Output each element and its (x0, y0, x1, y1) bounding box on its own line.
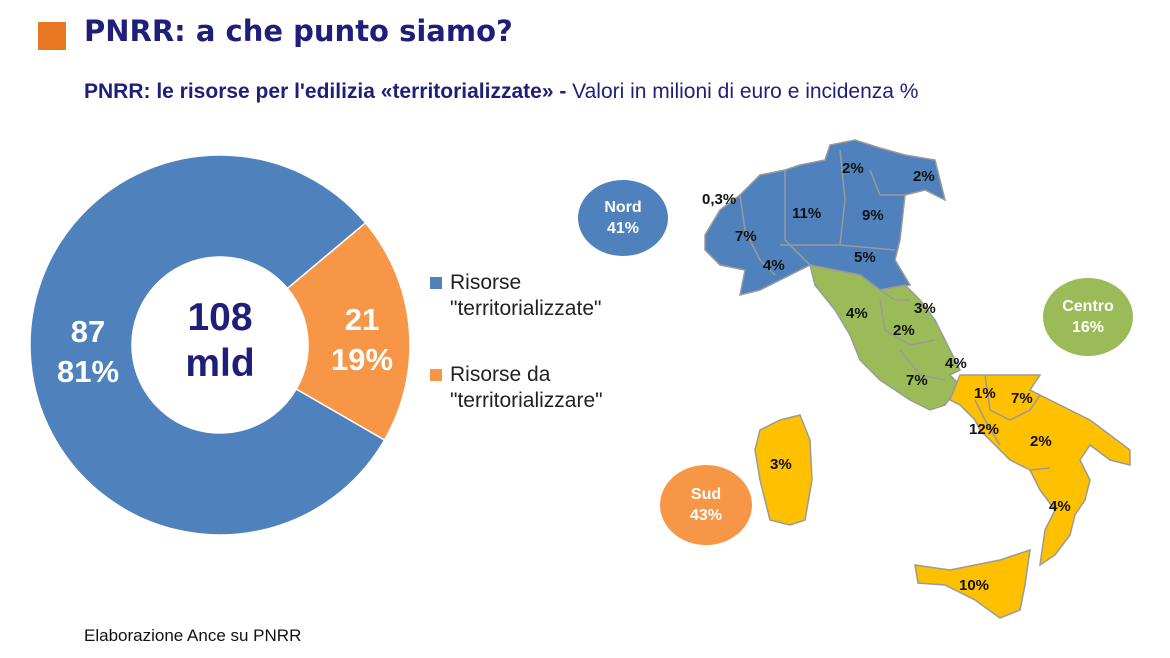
region-label: 4% (846, 305, 868, 322)
region-label: 4% (945, 355, 967, 372)
region-label: 12% (969, 421, 1000, 438)
blue-slice-percent: 81% (56, 354, 120, 389)
donut-chart (29, 154, 411, 536)
subtitle-rest: Valori in milioni di euro e incidenza % (566, 80, 919, 103)
region-label: 2% (913, 168, 935, 185)
orange-slice-value: 21 (344, 302, 380, 337)
bubble-name: Nord (604, 199, 642, 216)
orange-slice-label: 21 19% (322, 300, 402, 380)
blue-slice-value: 87 (70, 314, 106, 349)
region-label: 4% (1049, 498, 1071, 515)
region-label: 7% (735, 228, 757, 245)
region-label: 0,3% (702, 191, 737, 208)
region-label: 1% (974, 385, 996, 402)
legend-entry-da-territorializzare: Risorse da "territorializzare" (430, 362, 603, 414)
donut-slice-territorializzate (29, 154, 386, 536)
legend-text: Risorse (450, 271, 522, 294)
region-label: 3% (770, 456, 792, 473)
region-label: 11% (792, 205, 822, 222)
region-label: 7% (1011, 390, 1033, 407)
page-title: PNRR: a che punto siamo? (84, 14, 513, 48)
bubble-sud: Sud 43% (660, 465, 752, 545)
map-sardegna (754, 414, 813, 526)
bubble-name: Sud (690, 486, 722, 503)
bubble-percent: 16% (1071, 319, 1105, 336)
italy-map (704, 139, 1131, 619)
bubble-centro: Centro 16% (1043, 278, 1133, 356)
region-label: 5% (854, 249, 876, 266)
legend-swatch-orange (430, 369, 442, 381)
bubble-percent: 43% (689, 507, 723, 524)
legend-entry-territorializzate: Risorse "territorializzate" (430, 270, 601, 322)
region-label: 2% (893, 322, 915, 339)
region-label: 2% (842, 160, 864, 177)
region-label: 7% (906, 372, 928, 389)
source-note: Elaborazione Ance su PNRR (84, 626, 302, 645)
map-sicilia (914, 548, 1031, 619)
title-square-icon (38, 22, 66, 50)
donut-slice-da-territorializzare (286, 221, 411, 442)
subtitle: PNRR: le risorse per l'edilizia «territo… (84, 80, 918, 104)
donut-center-label: 108 mld (150, 295, 290, 387)
subtitle-bold: PNRR: le risorse per l'edilizia «territo… (84, 80, 567, 103)
map-nord (704, 139, 947, 297)
bubble-name: Centro (1062, 298, 1114, 315)
orange-slice-percent: 19% (330, 342, 394, 377)
bubble-nord: Nord 41% (578, 180, 668, 256)
region-label: 9% (862, 207, 884, 224)
region-label: 2% (1030, 433, 1052, 450)
legend-text: "territorializzate" (450, 297, 602, 320)
region-label: 3% (914, 300, 936, 317)
center-value: 108 (187, 296, 253, 339)
legend-text: Risorse da (450, 363, 551, 386)
bubble-percent: 41% (606, 220, 640, 237)
legend-text: "territorializzare" (450, 389, 603, 412)
map-sud-mainland (949, 374, 1131, 567)
blue-slice-label: 87 81% (48, 312, 128, 392)
legend-swatch-blue (430, 277, 442, 289)
center-unit: mld (185, 342, 255, 385)
region-label: 4% (763, 257, 785, 274)
region-label: 10% (959, 577, 990, 594)
